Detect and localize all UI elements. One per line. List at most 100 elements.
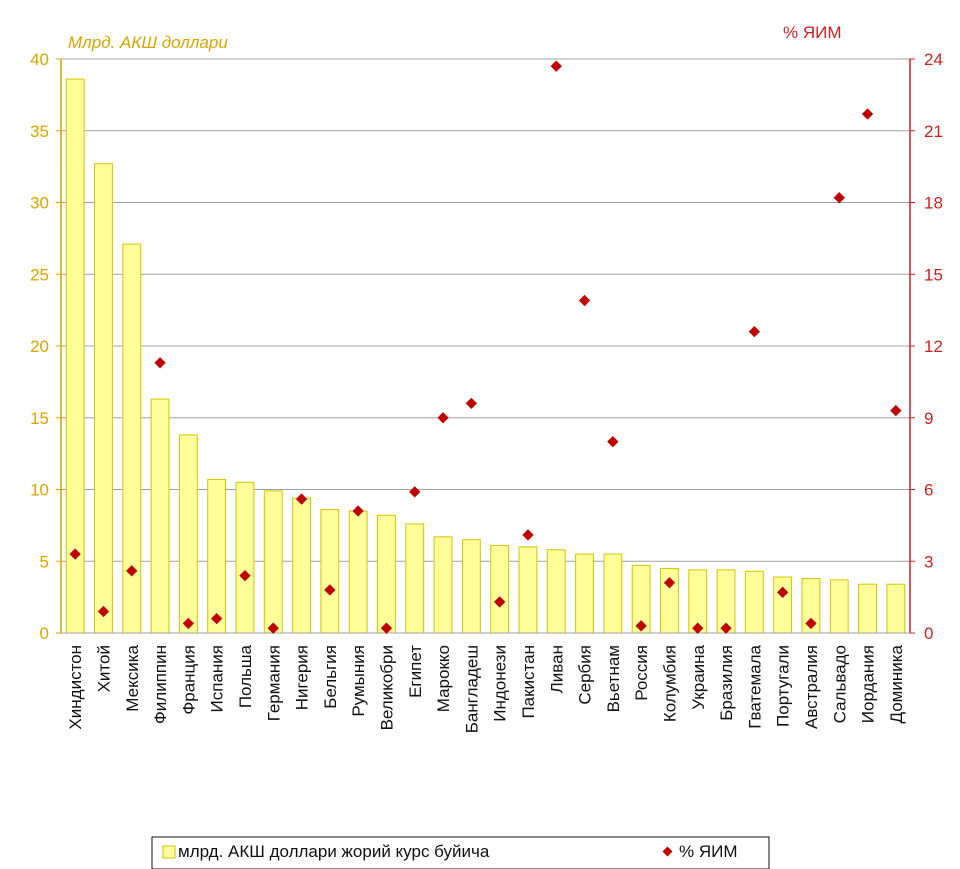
legend: млрд. АКШ доллари жорий курс буйича % ЯИ… (151, 836, 770, 869)
bar (405, 523, 425, 634)
category-label: Испания (208, 645, 227, 712)
category-label: Доминика (887, 644, 906, 723)
data-point (324, 584, 336, 596)
category-label: Бельгия (321, 645, 340, 709)
category-label: Сальвадо (830, 645, 849, 723)
right-tick-label: 21 (924, 122, 943, 141)
left-tick-label: 30 (30, 194, 49, 213)
category-label: Марокко (434, 645, 453, 712)
right-tick-label: 0 (924, 624, 933, 643)
left-axis-unit-label: Млрд. АКШ доллари (68, 33, 228, 52)
category-label: Великобри (377, 645, 396, 730)
data-point (748, 325, 761, 338)
data-point (635, 620, 647, 632)
bar (178, 434, 198, 634)
bar (773, 576, 793, 634)
category-label: Филиппин (151, 645, 170, 724)
category-label: Нигерия (293, 645, 312, 710)
legend-point-swatch (662, 846, 673, 857)
data-point (154, 357, 166, 369)
gdp-share-series (69, 60, 902, 634)
left-tick-label: 15 (30, 409, 49, 428)
bar (150, 398, 170, 634)
data-point (210, 612, 223, 625)
category-labels: Хиндистон Хитой Мексика Филиппин Франция Испа… (66, 644, 906, 733)
data-point (239, 569, 251, 582)
right-tick-label: 18 (924, 194, 943, 213)
data-point (720, 622, 732, 634)
right-tick-label: 12 (924, 337, 943, 356)
category-label: Мексика (123, 644, 142, 711)
bar-series (65, 78, 906, 634)
data-point (833, 192, 845, 204)
category-label: Хитой (94, 645, 113, 692)
data-point (776, 586, 789, 598)
right-tick-label: 6 (924, 481, 933, 500)
category-label: Польша (236, 644, 255, 708)
data-point (465, 397, 478, 410)
category-label: Франция (179, 645, 198, 715)
category-label: Германия (264, 645, 283, 721)
data-point (409, 486, 421, 498)
category-label: Португали (774, 645, 793, 727)
bar (292, 497, 311, 634)
right-tick-label: 24 (924, 50, 943, 69)
bar (575, 553, 594, 634)
bar (744, 570, 764, 634)
data-point (295, 493, 308, 505)
category-label: Австралия (802, 645, 821, 729)
category-label: Иордания (859, 645, 878, 723)
right-tick-label: 9 (924, 409, 933, 428)
bar (518, 546, 538, 634)
left-tick-label: 35 (30, 122, 49, 141)
data-point (437, 412, 449, 424)
left-axis-ticks: 0 5 10 15 20 25 30 35 40 (30, 50, 61, 643)
category-label: Пакистан (519, 645, 538, 719)
data-point (607, 436, 619, 448)
data-point (267, 622, 279, 634)
category-label: Россия (632, 645, 651, 701)
bar (490, 544, 510, 634)
bar (377, 514, 396, 634)
right-tick-label: 15 (924, 265, 943, 284)
right-axis-unit-label: % ЯИМ (783, 23, 842, 42)
bar (829, 579, 849, 634)
bar (546, 549, 566, 634)
bar (603, 553, 623, 634)
category-label: Индонези (491, 645, 510, 722)
bar (858, 583, 877, 634)
left-tick-label: 10 (30, 481, 49, 500)
data-point (805, 617, 817, 630)
data-point (522, 529, 534, 541)
data-point (890, 404, 902, 417)
left-tick-label: 0 (40, 624, 49, 643)
data-point (550, 60, 562, 72)
data-point (493, 596, 506, 608)
data-point (578, 294, 591, 307)
category-label: Хиндистон (66, 645, 85, 730)
category-label: Украина (689, 644, 708, 709)
category-label: Сербия (576, 645, 595, 705)
data-point (380, 622, 393, 634)
bar (235, 481, 255, 634)
bar (207, 478, 227, 634)
category-label: Ливан (547, 645, 566, 693)
data-point (692, 622, 704, 634)
category-label: Египет (406, 645, 425, 698)
legend-bar-label: млрд. АКШ доллари жорий курс буйича (178, 842, 490, 861)
bar (433, 536, 453, 634)
bar (461, 539, 481, 634)
legend-point-label: % ЯИМ (679, 842, 738, 861)
grid-lines (61, 58, 910, 634)
data-point (182, 617, 195, 630)
bar (886, 583, 906, 634)
right-tick-label: 3 (924, 552, 933, 571)
category-label: Колумбия (660, 645, 679, 722)
category-label: Гватемала (745, 644, 764, 728)
bar (94, 163, 113, 634)
bar (263, 490, 283, 634)
category-label: Бангладеш (462, 645, 481, 733)
left-tick-label: 25 (30, 265, 49, 284)
bar (348, 510, 368, 634)
